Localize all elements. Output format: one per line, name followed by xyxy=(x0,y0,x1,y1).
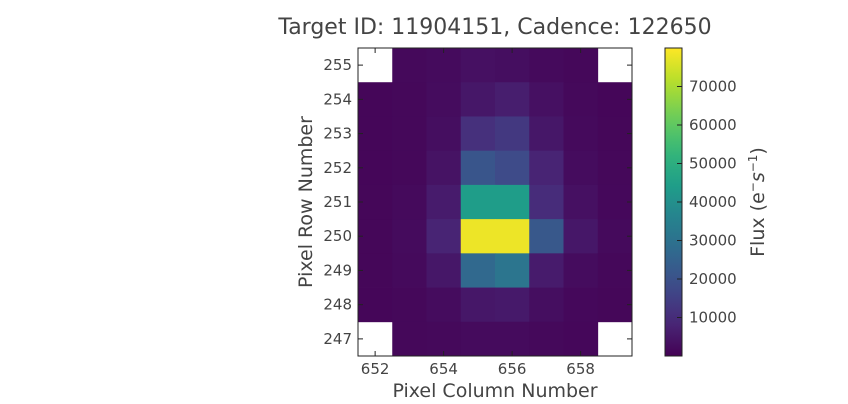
x-axis-label: Pixel Column Number xyxy=(392,380,597,400)
heatmap-cell xyxy=(392,150,427,186)
y-tick-label: 249 xyxy=(323,261,352,279)
heatmap-cell xyxy=(426,82,462,117)
heatmap-cell xyxy=(529,48,564,83)
heatmap-cell xyxy=(529,321,564,357)
heatmap-cell xyxy=(460,253,496,288)
heatmap-cell xyxy=(358,150,393,186)
heatmap-cell xyxy=(426,116,462,152)
heatmap-cell xyxy=(392,321,427,357)
heatmap-cell xyxy=(529,116,564,152)
heatmap-cell xyxy=(597,219,633,254)
colorbar-tick-label: 50000 xyxy=(689,155,737,173)
colorbar-label: Flux (e−s−1) xyxy=(746,147,769,257)
heatmap-cell xyxy=(358,219,393,254)
heatmap-cell xyxy=(597,287,633,323)
colorbar-tick-label: 60000 xyxy=(689,116,737,134)
heatmap-cell xyxy=(392,184,427,220)
colorbar-tick-label: 20000 xyxy=(689,270,737,288)
heatmap-cell xyxy=(495,253,530,288)
heatmap-cell xyxy=(460,219,496,254)
heatmap-cell xyxy=(563,219,599,254)
heatmap-cell xyxy=(495,321,530,357)
y-tick-label: 253 xyxy=(323,125,352,143)
heatmap-cell xyxy=(460,287,496,323)
heatmap-cell xyxy=(529,184,564,220)
heatmap-cell xyxy=(392,82,427,117)
heatmap-cell xyxy=(460,321,496,357)
heatmap-cell xyxy=(392,253,427,288)
heatmap-cell xyxy=(392,116,427,152)
heatmap-cell xyxy=(495,287,530,323)
heatmap-cell xyxy=(563,116,599,152)
heatmap-cell xyxy=(358,287,393,323)
x-tick-label: 656 xyxy=(498,360,527,378)
heatmap-cell xyxy=(563,287,599,323)
heatmap-cell xyxy=(426,219,462,254)
heatmap-cell xyxy=(426,184,462,220)
colorbar-axis: 10000 20000 30000 40000 50000 60000 70000 xyxy=(677,78,737,327)
heatmap-cell xyxy=(529,287,564,323)
colorbar-tick-label: 40000 xyxy=(689,193,737,211)
heatmap-cell xyxy=(460,150,496,186)
heatmap-cell xyxy=(529,253,564,288)
heatmap-cell xyxy=(563,184,599,220)
heatmap-cell xyxy=(426,287,462,323)
y-axis: 247 248 249 250 251 252 253 254 255 xyxy=(323,56,632,348)
y-tick-label: 247 xyxy=(323,330,352,348)
heatmap-cell xyxy=(597,116,633,152)
y-tick-label: 248 xyxy=(323,296,352,314)
heatmap-cell xyxy=(426,48,462,83)
heatmap-cell xyxy=(495,116,530,152)
heatmap-cell xyxy=(495,219,530,254)
y-axis-label: Pixel Row Number xyxy=(295,116,317,288)
heatmap-cell xyxy=(495,150,530,186)
heatmap-cell xyxy=(358,253,393,288)
y-tick-label: 250 xyxy=(323,227,352,245)
heatmap-cell xyxy=(529,82,564,117)
colorbar-tick-label: 30000 xyxy=(689,232,737,250)
heatmap-cell xyxy=(529,150,564,186)
x-tick-label: 652 xyxy=(361,360,390,378)
y-tick-label: 255 xyxy=(323,56,352,74)
heatmap-cell xyxy=(460,48,496,83)
heatmap-cell xyxy=(563,48,599,83)
heatmap-cell xyxy=(460,184,496,220)
heatmap-cell xyxy=(563,253,599,288)
x-axis: 652 654 656 658 xyxy=(361,48,595,378)
heatmap-cell xyxy=(563,82,599,117)
heatmap-cell xyxy=(460,82,496,117)
heatmap-cell xyxy=(358,82,393,117)
y-tick-label: 251 xyxy=(323,193,352,211)
heatmap-cell xyxy=(426,253,462,288)
heatmap-cell xyxy=(392,48,427,83)
heatmap-cell xyxy=(597,184,633,220)
colorbar-tick-label: 70000 xyxy=(689,78,737,96)
heatmap-cell xyxy=(597,82,633,117)
heatmap-cell xyxy=(358,116,393,152)
heatmap-cell xyxy=(426,321,462,357)
x-tick-label: 658 xyxy=(566,360,595,378)
chart-title: Target ID: 11904151, Cadence: 122650 xyxy=(277,15,711,40)
heatmap-cell xyxy=(495,184,530,220)
heatmap-cell xyxy=(529,219,564,254)
heatmap-cell xyxy=(426,150,462,186)
x-tick-label: 654 xyxy=(429,360,458,378)
heatmap-cell xyxy=(460,116,496,152)
heatmap-cell xyxy=(495,82,530,117)
y-tick-label: 254 xyxy=(323,90,352,108)
heatmap-cells xyxy=(358,48,633,357)
heatmap-cell xyxy=(392,219,427,254)
heatmap-cell xyxy=(495,48,530,83)
heatmap-cell xyxy=(563,150,599,186)
heatmap-cell xyxy=(358,184,393,220)
heatmap-cell xyxy=(597,150,633,186)
colorbar-tick-label: 10000 xyxy=(689,309,737,327)
y-tick-label: 252 xyxy=(323,159,352,177)
heatmap-cell xyxy=(392,287,427,323)
heatmap-cell xyxy=(563,321,599,357)
heatmap-cell xyxy=(597,253,633,288)
